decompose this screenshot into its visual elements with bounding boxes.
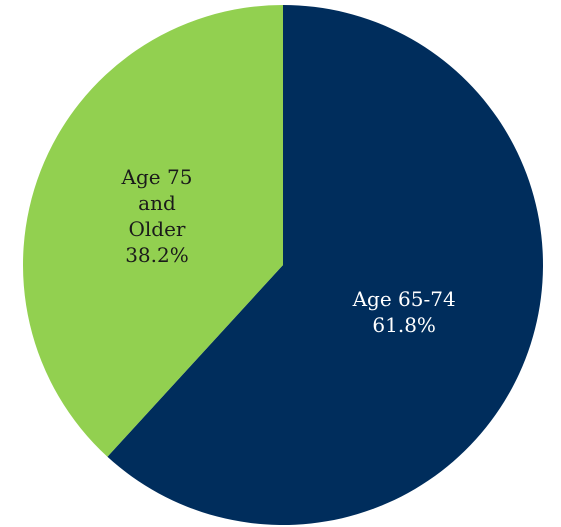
slice-label: Age 75 and Older 38.2% bbox=[121, 165, 193, 267]
pie-slice bbox=[107, 5, 544, 525]
slice-label-line: Age 75 bbox=[121, 165, 193, 189]
slice-label-line: 61.8% bbox=[372, 313, 436, 337]
slice-label-line: Older bbox=[128, 217, 185, 241]
slice-label-line: and bbox=[138, 191, 176, 215]
slice-label: Age 65-74 61.8% bbox=[352, 287, 456, 337]
slice-label-line: Age 65-74 bbox=[352, 287, 456, 311]
slice-label-line: 38.2% bbox=[125, 243, 189, 267]
pie-slice bbox=[22, 5, 284, 457]
